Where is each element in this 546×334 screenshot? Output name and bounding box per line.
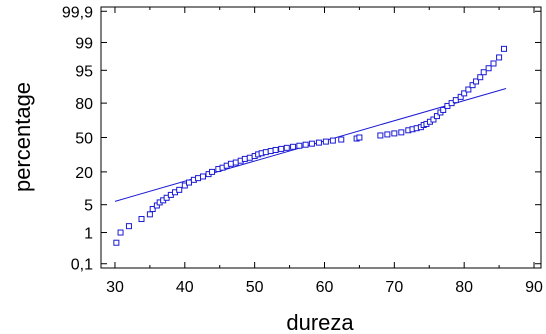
data-point (315, 139, 322, 146)
data-point (209, 168, 216, 175)
y-tick-label: 5 (84, 198, 93, 215)
x-tick-label: 40 (176, 279, 194, 296)
data-point (448, 100, 455, 107)
x-axis-title: dureza (286, 310, 354, 334)
y-tick-label: 80 (75, 96, 93, 113)
data-point (308, 140, 315, 147)
data-point (302, 141, 309, 148)
x-tick-label: 50 (246, 279, 264, 296)
data-point (246, 154, 253, 161)
data-point (186, 179, 192, 186)
data-point (329, 137, 336, 144)
data-point (490, 60, 497, 67)
y-axis: 0,1 1 5 20 50 80 95 99 99,9 (62, 4, 541, 274)
data-point (199, 173, 206, 180)
x-tick-label: 60 (316, 279, 334, 296)
data-point (272, 146, 279, 153)
data-point (465, 86, 472, 93)
y-tick-label: 50 (75, 131, 93, 148)
data-point (138, 216, 145, 223)
data-point (391, 130, 398, 137)
data-point (356, 134, 363, 141)
x-tick-label: 90 (525, 279, 543, 296)
data-point (496, 54, 503, 61)
data-point (278, 145, 285, 152)
x-tick-label: 30 (106, 279, 124, 296)
data-series (113, 45, 507, 246)
y-tick-label: 0,1 (71, 257, 93, 274)
data-point (457, 93, 464, 100)
data-point (384, 131, 391, 138)
data-point (452, 97, 459, 104)
data-point (125, 223, 132, 230)
y-tick-label: 95 (75, 63, 93, 80)
data-point (195, 175, 202, 182)
data-point (461, 90, 468, 97)
data-point (290, 143, 297, 150)
data-point (477, 74, 484, 81)
x-axis: 30 40 50 60 70 80 90 (106, 7, 543, 296)
x-tick-label: 70 (385, 279, 403, 296)
y-tick-label: 20 (75, 165, 93, 182)
y-tick-label: 99 (75, 35, 93, 52)
data-point (232, 159, 239, 166)
data-point (117, 229, 124, 236)
data-point (283, 144, 290, 151)
data-point (398, 129, 405, 136)
data-point (227, 160, 234, 167)
data-point (440, 106, 447, 113)
data-point (377, 132, 384, 139)
data-point (267, 148, 274, 155)
data-point (480, 69, 487, 76)
data-point (485, 65, 492, 72)
data-point (322, 138, 329, 145)
data-point (241, 155, 248, 162)
data-point (296, 142, 303, 149)
y-axis-title: percentage (10, 82, 35, 192)
x-tick-label: 80 (455, 279, 473, 296)
data-point (176, 186, 183, 193)
data-point (338, 136, 345, 143)
data-point (473, 78, 480, 85)
plot-frame (100, 6, 542, 269)
data-point (433, 113, 440, 120)
data-point (469, 82, 476, 89)
data-point (430, 116, 437, 123)
data-point (146, 211, 153, 218)
data-point (262, 149, 269, 156)
data-point (149, 206, 156, 213)
data-point (500, 45, 507, 52)
y-tick-label: 99,9 (62, 4, 93, 21)
y-tick-label: 1 (84, 226, 93, 243)
data-point (113, 239, 120, 246)
